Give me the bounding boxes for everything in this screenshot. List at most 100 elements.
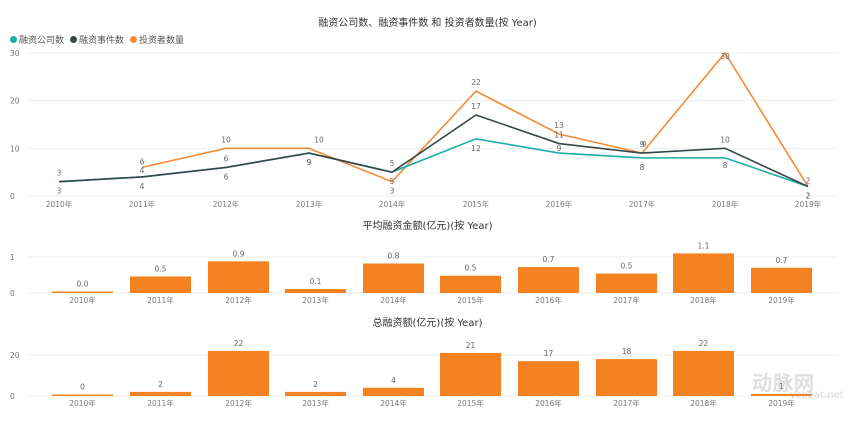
- data-label: 9: [307, 158, 312, 167]
- legend-item-investors[interactable]: 投资者数量: [130, 33, 184, 46]
- bar[interactable]: [52, 291, 113, 294]
- data-label: 22: [471, 78, 481, 87]
- data-label: 0: [80, 383, 85, 392]
- line-series-1[interactable]: [58, 114, 809, 188]
- bar[interactable]: [285, 391, 346, 396]
- legend-item-companies[interactable]: 融资公司数: [10, 33, 64, 46]
- line-series-2[interactable]: [141, 51, 809, 187]
- x-tick-label: 2012年: [213, 199, 240, 209]
- x-tick-label: 2014年: [380, 295, 407, 305]
- data-label: 0.9: [233, 249, 245, 258]
- data-label: 30: [720, 52, 730, 61]
- x-tick-label: 2018年: [690, 398, 717, 408]
- data-label: 22: [234, 339, 244, 348]
- x-tick-label: 2012年: [225, 295, 252, 305]
- avg-bar-chart-title: 平均融资金额(亿元)(按 Year): [362, 221, 493, 232]
- data-label: 13: [554, 121, 564, 130]
- bar[interactable]: [518, 361, 579, 396]
- data-label: 18: [622, 347, 632, 356]
- y-tick-label: 10: [10, 144, 20, 153]
- x-tick-label: 2019年: [768, 295, 795, 305]
- bar[interactable]: [518, 267, 579, 293]
- x-tick-label: 2019年: [795, 199, 822, 209]
- bar[interactable]: [130, 391, 191, 396]
- data-label: 21: [466, 341, 476, 350]
- data-label: 8: [723, 161, 728, 170]
- data-label: 4: [140, 182, 145, 191]
- y-tick-label: 20: [10, 97, 20, 106]
- data-label: 2: [806, 191, 811, 200]
- data-label: 2: [806, 191, 811, 200]
- line-chart-plot[interactable]: 0 10 20 30 2010年 2011年 2012年 2013年 2014年 2015年 201…: [0, 0, 855, 215]
- legend-label: 投资者数量: [139, 36, 185, 46]
- y-tick-label: 0: [10, 192, 15, 201]
- data-label: 17: [471, 102, 481, 111]
- x-tick-label: 2017年: [613, 295, 640, 305]
- x-tick-label: 2013年: [302, 295, 329, 305]
- data-label: 0.7: [776, 256, 788, 265]
- y-tick-label: 0: [10, 289, 15, 298]
- x-tick-label: 2016年: [535, 398, 562, 408]
- bar[interactable]: [363, 387, 424, 396]
- data-label: 6: [224, 172, 229, 181]
- data-label: 6: [140, 157, 145, 166]
- data-label: 4: [391, 376, 396, 385]
- legend-dot-icon: [70, 36, 78, 43]
- line-chart-legend: 融资公司数 融资事件数 投资者数量: [10, 33, 184, 46]
- watermark-url: vcbeat.net: [790, 390, 844, 401]
- data-label: 3: [390, 187, 395, 196]
- data-label: 0.0: [77, 280, 89, 289]
- data-label: 11: [554, 131, 564, 140]
- x-tick-label: 2014年: [379, 199, 406, 209]
- x-tick-label: 2017年: [629, 199, 656, 209]
- x-tick-label: 2011年: [147, 398, 174, 408]
- bar[interactable]: [440, 352, 501, 396]
- legend-label: 融资公司数: [19, 36, 65, 46]
- x-tick-label: 2018年: [712, 199, 739, 209]
- y-tick-label: 0: [10, 392, 15, 401]
- y-tick-label: 1: [10, 253, 15, 262]
- data-label: 3: [57, 187, 62, 196]
- x-tick-label: 2011年: [147, 295, 174, 305]
- bar[interactable]: [208, 350, 269, 396]
- data-label: 0.5: [621, 262, 633, 271]
- bar[interactable]: [673, 350, 734, 396]
- x-tick-label: 2013年: [296, 199, 323, 209]
- x-tick-label: 2010年: [69, 295, 96, 305]
- bar[interactable]: [52, 394, 113, 397]
- x-tick-label: 2014年: [380, 398, 407, 408]
- bar[interactable]: [130, 276, 191, 293]
- x-tick-label: 2012年: [225, 398, 252, 408]
- x-tick-label: 2015年: [457, 398, 484, 408]
- bar[interactable]: [596, 359, 657, 396]
- x-tick-label: 2015年: [463, 199, 490, 209]
- data-label: 9: [557, 144, 562, 153]
- bar[interactable]: [363, 263, 424, 293]
- data-label: 1.1: [698, 241, 710, 250]
- bar[interactable]: [208, 261, 269, 293]
- x-tick-label: 2011年: [129, 199, 156, 209]
- data-label: 12: [471, 144, 481, 153]
- data-label: 0.1: [310, 277, 322, 286]
- x-tick-label: 2018年: [690, 295, 717, 305]
- line-chart-title: 融资公司数、融资事件数 和 投资者数量(按 Year): [318, 18, 537, 29]
- x-tick-label: 2013年: [302, 398, 329, 408]
- line-series-0[interactable]: [58, 137, 809, 188]
- bar[interactable]: [596, 273, 657, 293]
- legend-item-events[interactable]: 融资事件数: [70, 33, 124, 46]
- data-label: 5: [390, 159, 395, 168]
- data-label: 9: [307, 158, 312, 167]
- data-label: 0.8: [388, 251, 400, 260]
- y-tick-label: 30: [10, 49, 20, 58]
- bar[interactable]: [673, 253, 734, 293]
- legend-label: 融资事件数: [79, 36, 125, 46]
- bar[interactable]: [285, 289, 346, 293]
- data-label: 2: [313, 380, 318, 389]
- data-label: 4: [140, 166, 145, 175]
- bar[interactable]: [751, 267, 812, 293]
- data-label: 0.7: [543, 255, 555, 264]
- x-tick-label: 2015年: [457, 295, 484, 305]
- bar[interactable]: [440, 275, 501, 293]
- x-tick-label: 2016年: [546, 199, 573, 209]
- data-label: 10: [314, 135, 324, 144]
